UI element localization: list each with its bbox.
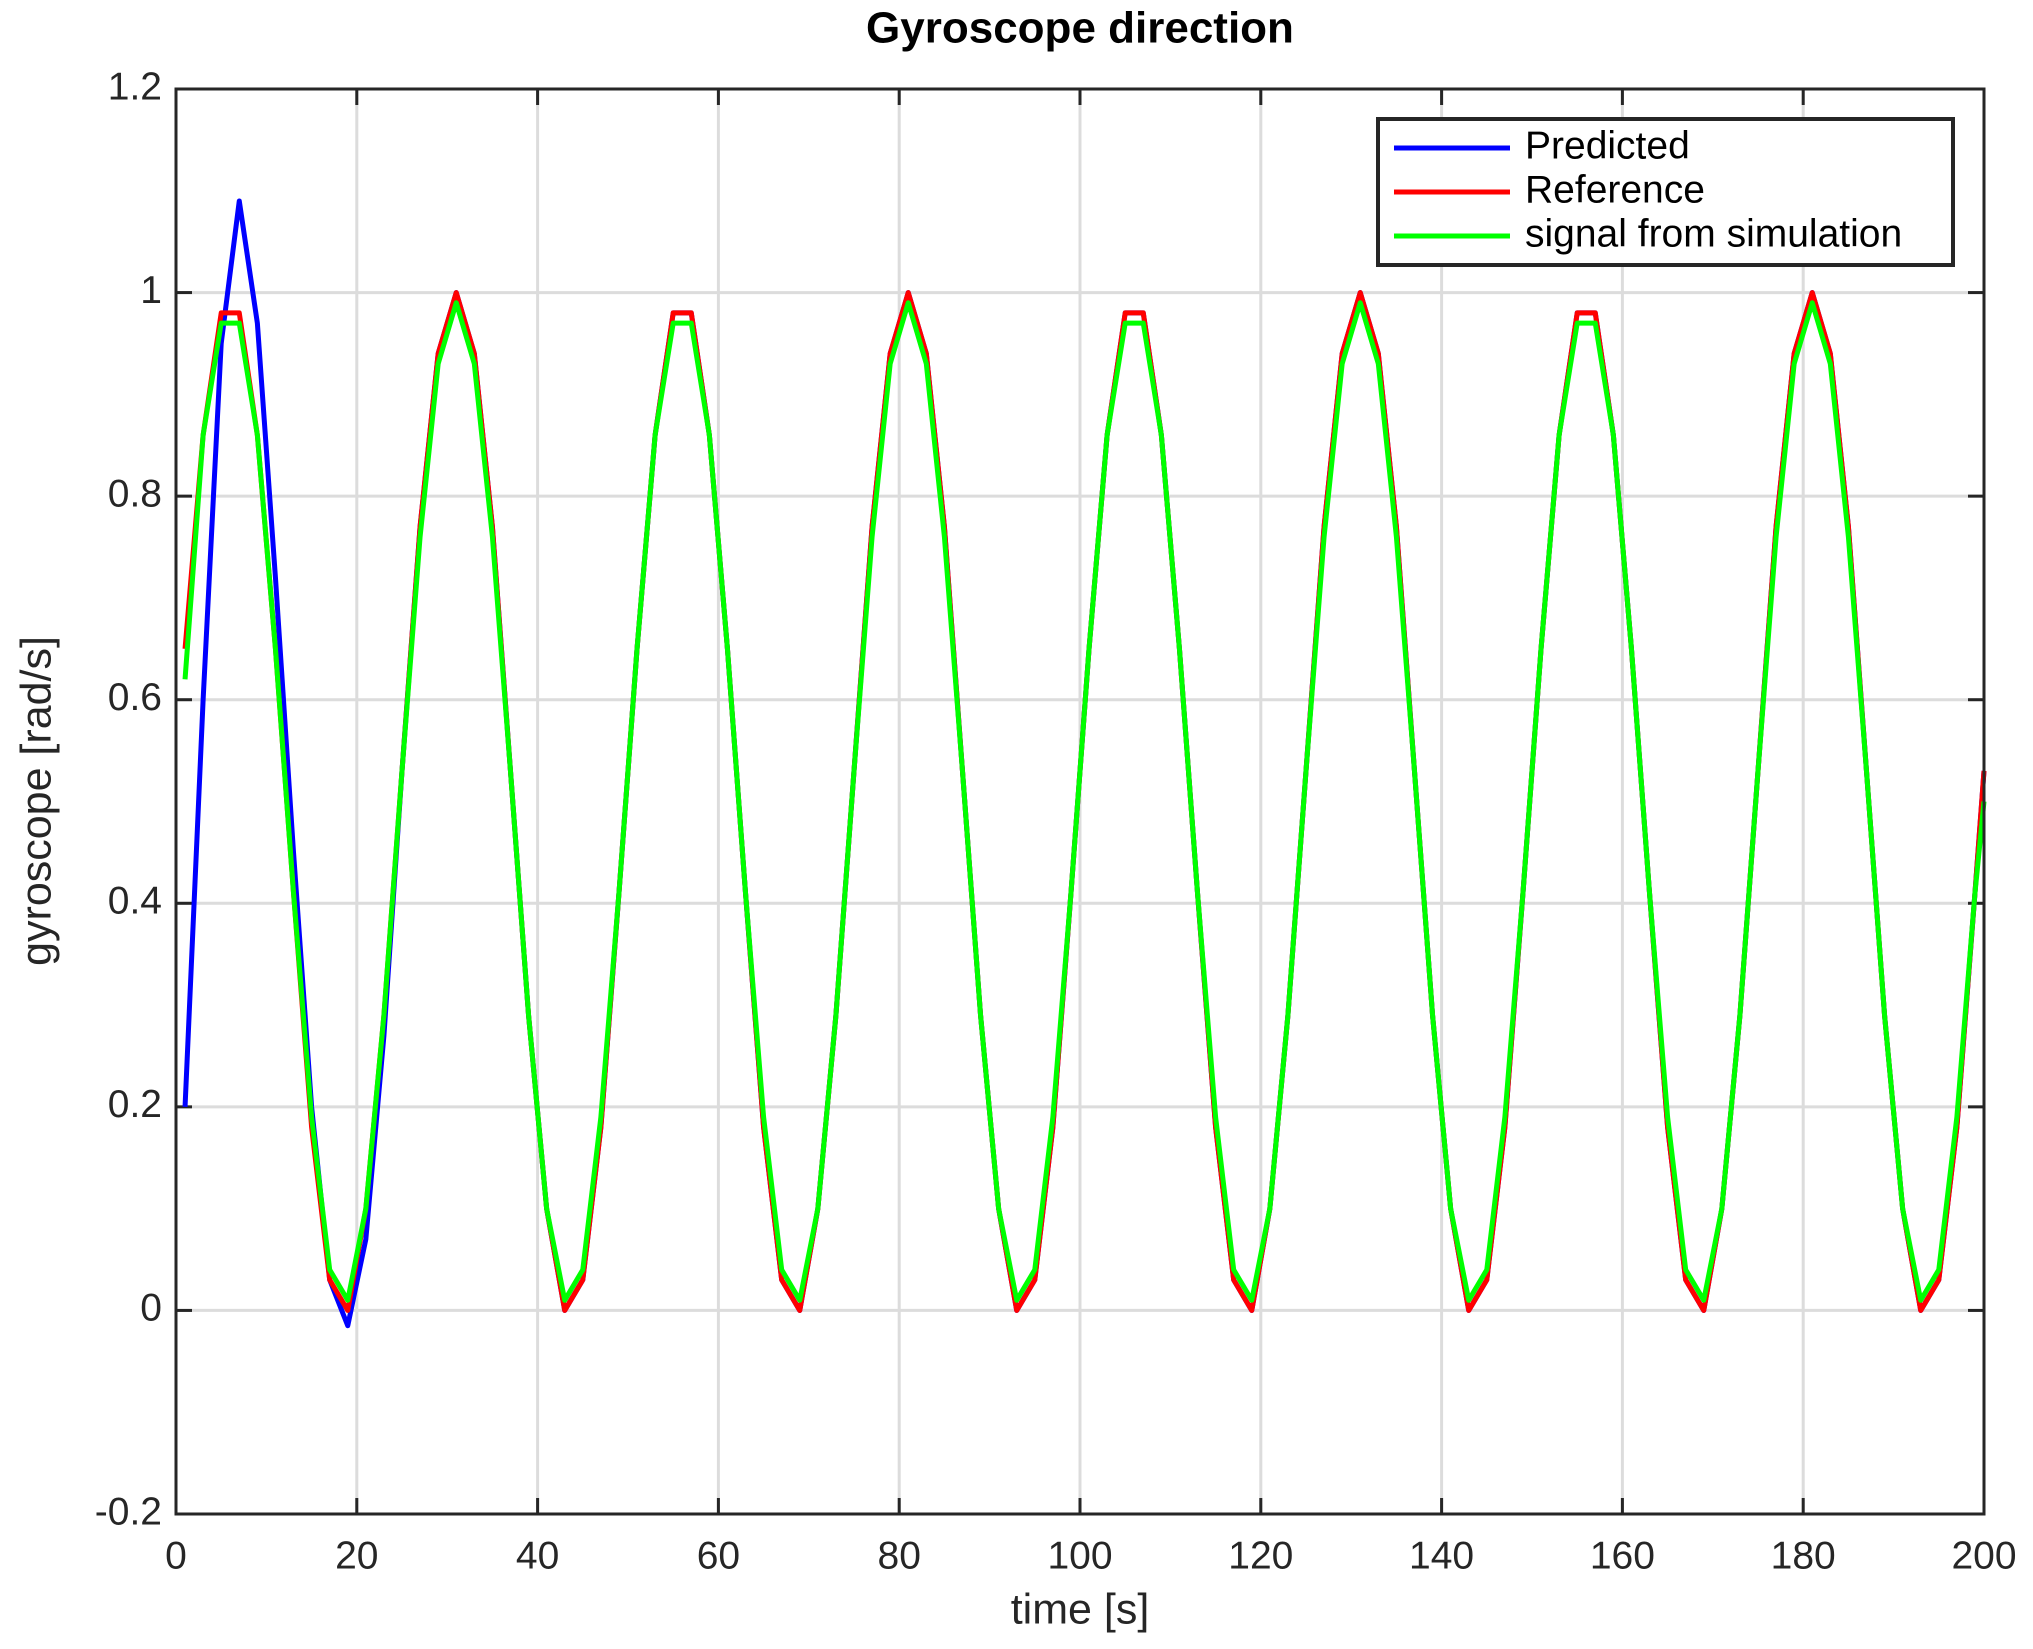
legend-label: signal from simulation	[1525, 212, 1902, 255]
x-tick-label: 140	[1409, 1534, 1474, 1577]
y-tick-label: 1.2	[108, 65, 162, 108]
x-tick-label: 120	[1228, 1534, 1293, 1577]
chart-title: Gyroscope direction	[866, 4, 1294, 53]
x-tick-label: 180	[1771, 1534, 1836, 1577]
x-tick-label: 60	[697, 1534, 740, 1577]
y-tick-label: -0.2	[95, 1490, 162, 1533]
y-tick-label: 0.8	[108, 472, 162, 515]
plot-frame	[174, 87, 1986, 1516]
x-tick-label: 80	[878, 1534, 921, 1577]
x-axis-label: time [s]	[1011, 1585, 1150, 1633]
x-tick-label: 100	[1047, 1534, 1112, 1577]
y-tick-label: 0.2	[108, 1083, 162, 1126]
x-tick-label: 160	[1590, 1534, 1655, 1577]
x-tick-label: 0	[165, 1534, 187, 1577]
x-tick-label: 200	[1951, 1534, 2016, 1577]
data-line	[182, 300, 1987, 1303]
y-tick-label: 1	[140, 269, 162, 312]
y-tick-label: 0.6	[108, 676, 162, 719]
x-tick-label: 40	[516, 1534, 559, 1577]
y-tick-label: 0.4	[108, 880, 162, 923]
x-tick-label: 20	[335, 1534, 378, 1577]
legend-label: Reference	[1525, 168, 1705, 211]
legend-label: Predicted	[1525, 124, 1690, 167]
y-tick-label: 0	[140, 1287, 162, 1330]
y-axis-label: gyroscope [rad/s]	[12, 636, 60, 966]
